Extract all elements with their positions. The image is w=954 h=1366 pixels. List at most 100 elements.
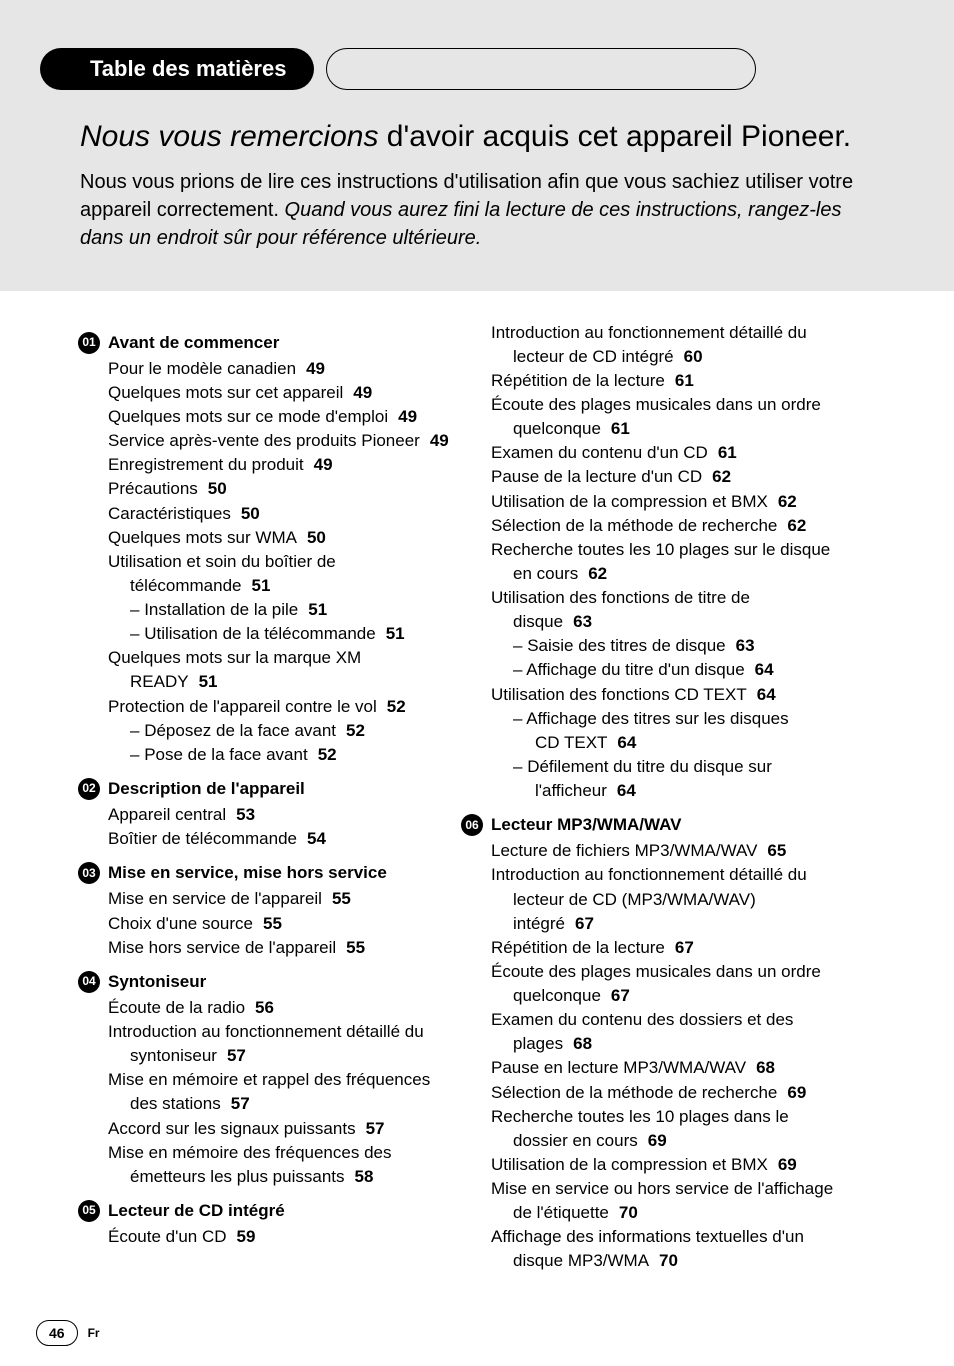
toc-item: Service après-vente des produits Pioneer… bbox=[108, 429, 463, 453]
toc-item: Quelques mots sur cet appareil49 bbox=[108, 381, 463, 405]
toc-item: Pause de la lecture d'un CD62 bbox=[491, 465, 876, 489]
toc-subitem: Utilisation de la télécommande51 bbox=[108, 622, 463, 646]
toc-item: Boîtier de télécommande54 bbox=[108, 827, 463, 851]
toc-item: Appareil central53 bbox=[108, 803, 463, 827]
toc-item: Mise hors service de l'appareil55 bbox=[108, 936, 463, 960]
toc-item: Introduction au fonctionnement détaillé … bbox=[108, 1020, 463, 1044]
hero-body: Nous vous prions de lire ces instruction… bbox=[80, 168, 874, 253]
toc-item: Écoute des plages musicales dans un ordr… bbox=[491, 393, 876, 417]
toc-item-cont: disque MP3/WMA70 bbox=[491, 1249, 876, 1273]
section-tab: Table des matières bbox=[40, 48, 314, 90]
toc-item: Mise en mémoire et rappel des fréquences bbox=[108, 1068, 463, 1092]
toc-item: Sélection de la méthode de recherche62 bbox=[491, 514, 876, 538]
section-head: 01 Avant de commencer bbox=[78, 331, 463, 355]
section-tab-label: Table des matières bbox=[90, 56, 286, 82]
toc-item-cont: en cours62 bbox=[491, 562, 876, 586]
page-number-pill: 46 bbox=[36, 1320, 78, 1346]
toc-item-cont: disque63 bbox=[491, 610, 876, 634]
toc-item: Enregistrement du produit49 bbox=[108, 453, 463, 477]
toc-subitem: Affichage des titres sur les disques bbox=[491, 707, 876, 731]
tab-row: Table des matières bbox=[80, 48, 874, 90]
toc-item: Quelques mots sur WMA50 bbox=[108, 526, 463, 550]
toc-item-cont: intégré67 bbox=[491, 912, 876, 936]
section-title: Mise en service, mise hors service bbox=[108, 861, 387, 885]
page-footer: 46 Fr bbox=[0, 1294, 954, 1366]
toc-item: Pour le modèle canadien49 bbox=[108, 357, 463, 381]
toc-subitem: Affichage du titre d'un disque64 bbox=[491, 658, 876, 682]
section-items: Mise en service de l'appareil55 Choix d'… bbox=[78, 887, 463, 959]
toc-item: Sélection de la méthode de recherche69 bbox=[491, 1081, 876, 1105]
toc-item: Introduction au fonctionnement détaillé … bbox=[491, 863, 876, 887]
page: Table des matières Nous vous remercions … bbox=[0, 0, 954, 1366]
toc-item-cont: de l'étiquette70 bbox=[491, 1201, 876, 1225]
toc-item: Quelques mots sur la marque XM bbox=[108, 646, 463, 670]
toc-subitem: Pose de la face avant52 bbox=[108, 743, 463, 767]
toc-item: Mise en service de l'appareil55 bbox=[108, 887, 463, 911]
section-items: Pour le modèle canadien49 Quelques mots … bbox=[78, 357, 463, 767]
toc-item-cont: lecteur de CD intégré60 bbox=[491, 345, 876, 369]
toc-item: Répétition de la lecture67 bbox=[491, 936, 876, 960]
toc-item: Affichage des informations textuelles d'… bbox=[491, 1225, 876, 1249]
toc-item-cont: syntoniseur57 bbox=[108, 1044, 463, 1068]
hero-title-rest: d'avoir acquis cet appareil Pioneer. bbox=[378, 120, 851, 153]
toc-item: Caractéristiques50 bbox=[108, 502, 463, 526]
toc-item: Choix d'une source55 bbox=[108, 912, 463, 936]
toc-subitem-cont: CD TEXT64 bbox=[491, 731, 876, 755]
toc-subitem: Installation de la pile51 bbox=[108, 598, 463, 622]
section-title: Avant de commencer bbox=[108, 331, 279, 355]
section-number-icon: 03 bbox=[78, 862, 100, 884]
toc-subitem: Déposez de la face avant52 bbox=[108, 719, 463, 743]
section-number-icon: 06 bbox=[461, 814, 483, 836]
toc-item: Utilisation des fonctions de titre de bbox=[491, 586, 876, 610]
toc-item: Quelques mots sur ce mode d'emploi49 bbox=[108, 405, 463, 429]
toc-item: Mise en service ou hors service de l'aff… bbox=[491, 1177, 876, 1201]
section-items: Introduction au fonctionnement détaillé … bbox=[491, 321, 876, 804]
toc-item-cont: dossier en cours69 bbox=[491, 1129, 876, 1153]
toc-item: Examen du contenu d'un CD61 bbox=[491, 441, 876, 465]
section-title: Syntoniseur bbox=[108, 970, 206, 994]
section-items: Appareil central53 Boîtier de télécomman… bbox=[78, 803, 463, 851]
toc-item: Pause en lecture MP3/WMA/WAV68 bbox=[491, 1056, 876, 1080]
toc-item-cont: READY51 bbox=[108, 670, 463, 694]
toc-item: Écoute des plages musicales dans un ordr… bbox=[491, 960, 876, 984]
toc-item: Utilisation de la compression et BMX62 bbox=[491, 490, 876, 514]
section-head: 05 Lecteur de CD intégré bbox=[78, 1199, 463, 1223]
section-items: Lecture de fichiers MP3/WMA/WAV65 Introd… bbox=[491, 839, 876, 1273]
section-items: Écoute d'un CD59 bbox=[78, 1225, 463, 1249]
section-number-icon: 02 bbox=[78, 778, 100, 800]
section-tab-blank bbox=[326, 48, 756, 90]
toc-item-cont: quelconque61 bbox=[491, 417, 876, 441]
section-title: Lecteur MP3/WMA/WAV bbox=[491, 813, 681, 837]
hero-band: Table des matières Nous vous remercions … bbox=[0, 0, 954, 291]
section-head: 03 Mise en service, mise hors service bbox=[78, 861, 463, 885]
toc-item: Accord sur les signaux puissants57 bbox=[108, 1117, 463, 1141]
section-number-icon: 04 bbox=[78, 971, 100, 993]
hero-title-italic: Nous vous remercions bbox=[80, 120, 378, 153]
toc-item-cont: quelconque67 bbox=[491, 984, 876, 1008]
toc-item: Écoute de la radio56 bbox=[108, 996, 463, 1020]
toc-item-cont: plages68 bbox=[491, 1032, 876, 1056]
toc-columns: 01 Avant de commencer Pour le modèle can… bbox=[0, 291, 954, 1294]
toc-item: Écoute d'un CD59 bbox=[108, 1225, 463, 1249]
hero-title: Nous vous remercions d'avoir acquis cet … bbox=[80, 118, 874, 156]
section-head: 04 Syntoniseur bbox=[78, 970, 463, 994]
section-head: 06 Lecteur MP3/WMA/WAV bbox=[461, 813, 876, 837]
toc-item: Précautions50 bbox=[108, 477, 463, 501]
toc-item: Introduction au fonctionnement détaillé … bbox=[491, 321, 876, 345]
toc-item: Lecture de fichiers MP3/WMA/WAV65 bbox=[491, 839, 876, 863]
toc-item-cont: émetteurs les plus puissants58 bbox=[108, 1165, 463, 1189]
section-head: 02 Description de l'appareil bbox=[78, 777, 463, 801]
toc-subitem-cont: l'afficheur64 bbox=[491, 779, 876, 803]
toc-item: Répétition de la lecture61 bbox=[491, 369, 876, 393]
section-number-icon: 05 bbox=[78, 1200, 100, 1222]
toc-item: Mise en mémoire des fréquences des bbox=[108, 1141, 463, 1165]
toc-item: Protection de l'appareil contre le vol52 bbox=[108, 695, 463, 719]
toc-item-cont: télécommande51 bbox=[108, 574, 463, 598]
section-title: Lecteur de CD intégré bbox=[108, 1199, 285, 1223]
toc-item: Utilisation des fonctions CD TEXT64 bbox=[491, 683, 876, 707]
toc-subitem: Saisie des titres de disque63 bbox=[491, 634, 876, 658]
toc-item: Recherche toutes les 10 plages dans le bbox=[491, 1105, 876, 1129]
toc-col-right: Introduction au fonctionnement détaillé … bbox=[491, 321, 876, 1274]
toc-item: Utilisation de la compression et BMX69 bbox=[491, 1153, 876, 1177]
toc-subitem: Défilement du titre du disque sur bbox=[491, 755, 876, 779]
